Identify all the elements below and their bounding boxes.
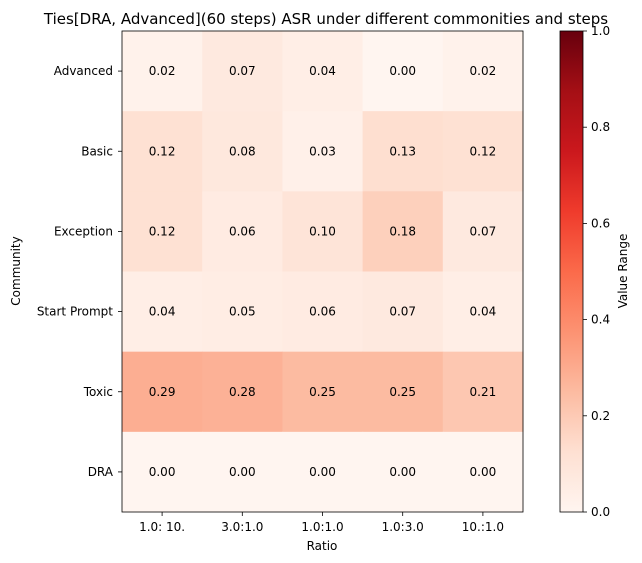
- cell-value-label: 0.06: [229, 224, 256, 238]
- y-tick-label: Exception: [54, 224, 113, 238]
- cell-value-label: 0.29: [149, 385, 176, 399]
- colorbar-tick-label: 0.0: [591, 505, 610, 519]
- colorbar-tick-label: 0.2: [591, 409, 610, 423]
- heatmap-cell: [282, 271, 364, 353]
- heatmap-cell: [362, 271, 444, 353]
- heatmap-cell: [442, 351, 524, 433]
- cell-value-label: 0.04: [309, 64, 336, 78]
- cell-value-label: 0.25: [309, 385, 336, 399]
- colorbar-tick-label: 0.6: [591, 216, 610, 230]
- colorbar: [559, 30, 584, 513]
- heatmap-cell: [362, 111, 444, 192]
- heatmap-cell: [362, 351, 444, 433]
- heatmap-cells: [122, 31, 524, 513]
- cell-value-label: 0.28: [229, 385, 256, 399]
- y-axis-ticks: Advanced Basic Exception Start Prompt Toxic D…: [37, 64, 122, 479]
- cell-value-label: 0.18: [389, 224, 416, 238]
- heatmap-cell: [282, 191, 364, 272]
- y-tick-label: Basic: [81, 144, 113, 158]
- heatmap-cell: [202, 271, 283, 353]
- cell-value-label: 0.07: [470, 224, 497, 238]
- heatmap-cell: [282, 431, 364, 513]
- heatmap-cell: [122, 31, 203, 112]
- cell-value-label: 0.06: [309, 305, 336, 319]
- cell-value-label: 0.04: [149, 305, 176, 319]
- cell-value-label: 0.07: [389, 305, 416, 319]
- y-tick-label: Advanced: [54, 64, 113, 78]
- cell-value-label: 0.02: [470, 64, 497, 78]
- cell-value-label: 0.00: [470, 465, 497, 479]
- heatmap-cell: [282, 351, 364, 433]
- y-tick-label: Start Prompt: [37, 305, 113, 319]
- cell-value-label: 0.07: [229, 64, 256, 78]
- y-tick-label: DRA: [88, 465, 114, 479]
- heatmap-cell: [442, 191, 524, 272]
- x-tick-label: 1.0:3.0: [382, 520, 424, 534]
- y-tick-label: Toxic: [83, 385, 113, 399]
- cell-value-label: 0.25: [389, 385, 416, 399]
- heatmap-cell: [122, 351, 203, 433]
- cell-value-label: 0.00: [309, 465, 336, 479]
- cell-value-label: 0.03: [309, 144, 336, 158]
- cell-value-label: 0.13: [389, 144, 416, 158]
- colorbar-label: Value Range: [616, 234, 630, 309]
- x-tick-label: 1.0:1.0: [301, 520, 343, 534]
- cell-value-label: 0.12: [470, 144, 497, 158]
- heatmap-cell: [122, 191, 203, 272]
- heatmap-cell: [202, 431, 283, 513]
- heatmap-cell: [282, 111, 364, 192]
- heatmap-cell: [202, 191, 283, 272]
- cell-value-label: 0.21: [470, 385, 497, 399]
- cell-value-label: 0.00: [389, 465, 416, 479]
- heatmap-cell-labels: 0.02 0.07 0.04 0.00 0.02 0.12 0.08 0.03 0.13 0.12…: [149, 64, 497, 479]
- heatmap-cell: [122, 111, 203, 192]
- heatmap-cell: [202, 351, 283, 433]
- x-tick-label: 3.0:1.0: [221, 520, 263, 534]
- heatmap-cell: [442, 31, 524, 112]
- cell-value-label: 0.08: [229, 144, 256, 158]
- heatmap-cell: [442, 271, 524, 353]
- heatmap-cell: [202, 111, 283, 192]
- cell-value-label: 0.00: [389, 64, 416, 78]
- heatmap-cell: [282, 31, 364, 112]
- heatmap-cell: [362, 191, 444, 272]
- heatmap-cell: [202, 31, 283, 112]
- chart-title: Ties[DRA, Advanced](60 steps) ASR under …: [43, 10, 608, 28]
- x-axis-ticks: 1.0: 10. 3.0:1.0 1.0:1.0 1.0:3.0 10.:1.0: [139, 512, 504, 534]
- cell-value-label: 0.00: [229, 465, 256, 479]
- heatmap-cell: [122, 271, 203, 353]
- colorbar-tick-label: 0.8: [591, 120, 610, 134]
- cell-value-label: 0.12: [149, 224, 176, 238]
- heatmap-cell: [122, 431, 203, 513]
- x-axis-label: Ratio: [307, 539, 338, 553]
- colorbar-tick-label: 1.0: [591, 24, 610, 38]
- cell-value-label: 0.10: [309, 224, 336, 238]
- heatmap-cell: [442, 431, 524, 513]
- colorbar-ticks: 0.0 0.2 0.4 0.6 0.8 1.0: [583, 24, 610, 519]
- heatmap-cell: [362, 431, 444, 513]
- x-tick-label: 10.:1.0: [462, 520, 504, 534]
- cell-value-label: 0.05: [229, 305, 256, 319]
- colorbar-tick-label: 0.4: [591, 313, 610, 327]
- heatmap-cell: [362, 31, 444, 112]
- cell-value-label: 0.04: [470, 305, 497, 319]
- cell-value-label: 0.02: [149, 64, 176, 78]
- cell-value-label: 0.00: [149, 465, 176, 479]
- heatmap-cell: [442, 111, 524, 192]
- y-axis-label: Community: [9, 236, 23, 305]
- x-tick-label: 1.0: 10.: [139, 520, 185, 534]
- cell-value-label: 0.12: [149, 144, 176, 158]
